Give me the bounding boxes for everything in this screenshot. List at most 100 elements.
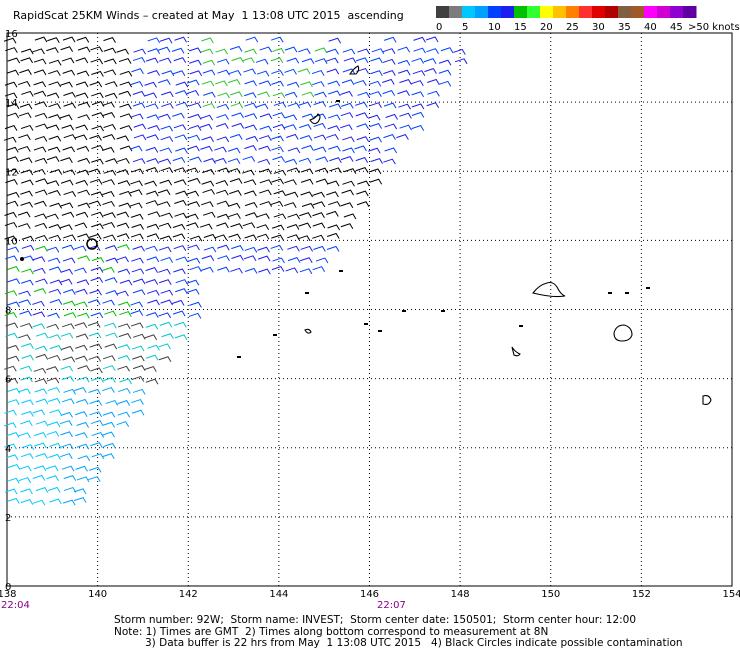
- wind-barb: [116, 169, 130, 175]
- wind-barb: [5, 322, 19, 329]
- wind-barb: [174, 134, 188, 141]
- wind-barb: [217, 69, 230, 76]
- wind-barb: [145, 146, 159, 153]
- wind-barb: [35, 453, 48, 459]
- wind-barb: [244, 234, 258, 241]
- wind-barb: [76, 376, 90, 383]
- wind-barb: [102, 355, 116, 362]
- wind-barb: [382, 90, 396, 96]
- wind-barb: [119, 311, 132, 317]
- wind-barb: [77, 233, 90, 240]
- wind-barb: [202, 168, 215, 175]
- wind-barb: [21, 48, 34, 55]
- wind-barb: [244, 190, 257, 197]
- wind-barb: [76, 421, 90, 428]
- wind-barb: [5, 47, 18, 53]
- wind-barb: [5, 377, 19, 384]
- wind-barb: [103, 37, 116, 43]
- wind-barb: [18, 477, 32, 483]
- wind-barb: [91, 125, 104, 132]
- wind-barb: [49, 279, 63, 286]
- wind-barb: [89, 289, 102, 296]
- wind-barb: [243, 68, 257, 75]
- wind-barb: [284, 46, 298, 53]
- wind-barb: [118, 333, 132, 339]
- wind-barb: [315, 167, 329, 174]
- wind-barb: [271, 178, 284, 185]
- wind-barb: [215, 180, 229, 186]
- wind-barb: [130, 322, 144, 329]
- wind-barb: [75, 355, 88, 362]
- wind-barb: [186, 279, 200, 286]
- wind-barb: [131, 233, 144, 240]
- wind-barb: [48, 234, 62, 241]
- wind-barb: [158, 268, 171, 275]
- wind-barb: [188, 177, 201, 184]
- island-dot: [336, 100, 340, 102]
- wind-barb: [259, 201, 273, 207]
- wind-barb: [258, 80, 272, 87]
- wind-barb: [343, 213, 357, 220]
- wind-barb: [118, 301, 131, 308]
- wind-barb: [130, 113, 144, 120]
- island-dot: [519, 325, 523, 327]
- legend-swatch: [488, 6, 502, 18]
- wind-barb: [63, 134, 77, 140]
- wind-barb: [3, 136, 17, 143]
- wind-barb: [118, 202, 132, 209]
- wind-barb: [46, 124, 60, 131]
- wind-barb: [60, 332, 74, 339]
- wind-barb: [256, 224, 270, 231]
- island-outline: [304, 328, 312, 334]
- wind-barb: [60, 453, 73, 459]
- wind-barb: [287, 257, 301, 263]
- wind-barb: [60, 81, 73, 88]
- wind-barb: [4, 211, 17, 218]
- wind-barb: [46, 366, 59, 372]
- wind-barb: [259, 125, 273, 132]
- wind-barb: [144, 180, 158, 187]
- wind-barb: [299, 268, 313, 275]
- wind-barb: [244, 267, 258, 274]
- wind-barb: [245, 135, 259, 142]
- wind-barb: [35, 398, 49, 405]
- wind-barb: [427, 90, 440, 97]
- wind-barb: [328, 145, 341, 152]
- wind-barb: [399, 124, 412, 131]
- wind-barb: [116, 256, 129, 263]
- wind-barb: [74, 387, 87, 393]
- wind-barb: [133, 123, 147, 130]
- wind-barb: [34, 345, 48, 352]
- wind-barb: [201, 201, 214, 208]
- legend-swatch: [579, 6, 593, 18]
- wind-barb: [21, 244, 35, 251]
- wind-barb: [216, 222, 229, 229]
- wind-barb: [118, 90, 132, 97]
- wind-barb: [32, 409, 46, 416]
- wind-barb: [217, 244, 230, 251]
- wind-barb: [243, 92, 257, 99]
- wind-barb: [326, 180, 340, 187]
- wind-barb: [47, 312, 60, 319]
- wind-barb: [60, 431, 73, 438]
- wind-barb: [105, 81, 118, 87]
- wind-barb: [131, 409, 145, 416]
- wind-barb: [104, 310, 117, 317]
- wind-barb: [6, 156, 19, 163]
- wind-barb: [228, 79, 241, 85]
- wind-barb: [4, 409, 17, 416]
- wind-barb: [230, 223, 243, 230]
- wind-barb: [228, 213, 241, 219]
- wind-barb: [175, 147, 188, 154]
- wind-barb: [217, 92, 230, 99]
- wind-barb: [18, 432, 31, 439]
- wind-barb: [4, 125, 18, 131]
- wind-barb: [75, 179, 89, 186]
- wind-barb: [46, 47, 59, 53]
- wind-barb: [312, 191, 326, 198]
- wind-barb: [77, 455, 91, 462]
- island-dot: [237, 356, 241, 358]
- legend-swatch: [605, 6, 619, 18]
- wind-barb: [368, 168, 382, 175]
- wind-barb: [301, 202, 315, 209]
